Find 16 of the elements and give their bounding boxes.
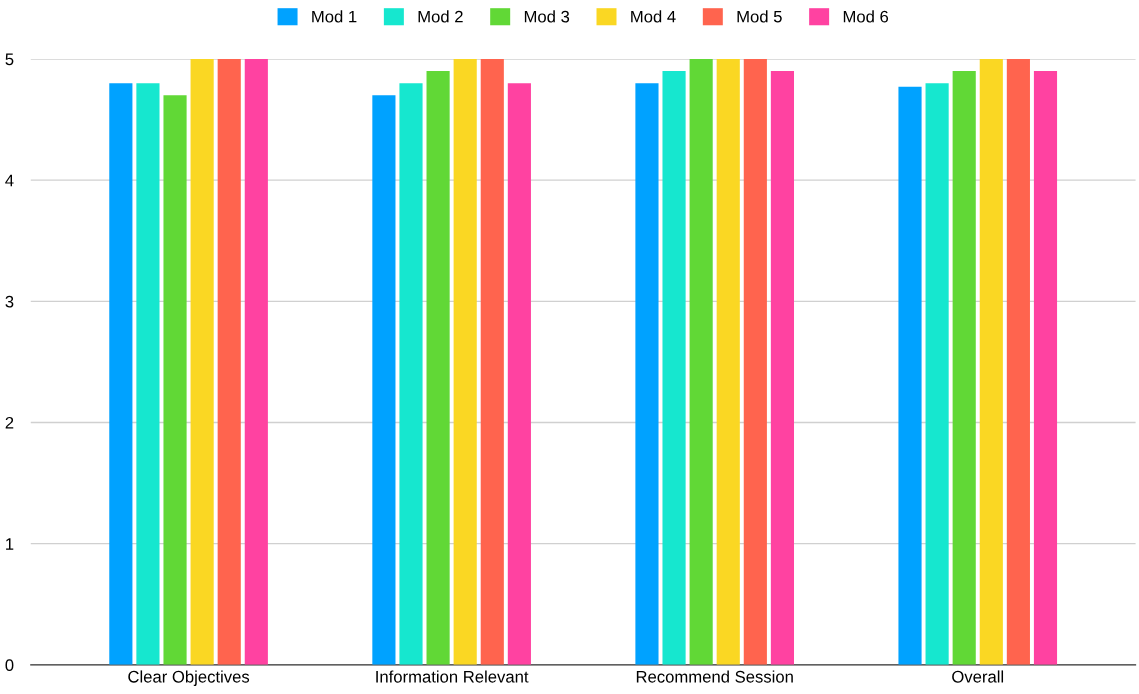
legend-label: Mod 2 <box>418 10 463 23</box>
x-tick-label: Information Relevant <box>376 670 529 683</box>
y-tick-label: 5 <box>5 53 14 66</box>
x-tick-label: Recommend Session <box>636 670 793 683</box>
legend-label: Mod 6 <box>843 10 889 23</box>
x-tick-label: Overall <box>952 670 1004 683</box>
y-tick-label: 2 <box>5 416 14 429</box>
x-tick-label: Clear Objectives <box>128 670 250 686</box>
legend-label: Mod 4 <box>631 10 676 23</box>
y-tick-label: 1 <box>6 538 14 550</box>
legend-label: Mod 5 <box>737 10 782 23</box>
y-tick-label: 3 <box>5 295 14 308</box>
y-tick-label: 0 <box>5 659 14 672</box>
y-tick-label: 4 <box>5 174 14 187</box>
legend-label: Mod 3 <box>524 10 570 23</box>
legend-label: Mod 1 <box>312 10 357 23</box>
